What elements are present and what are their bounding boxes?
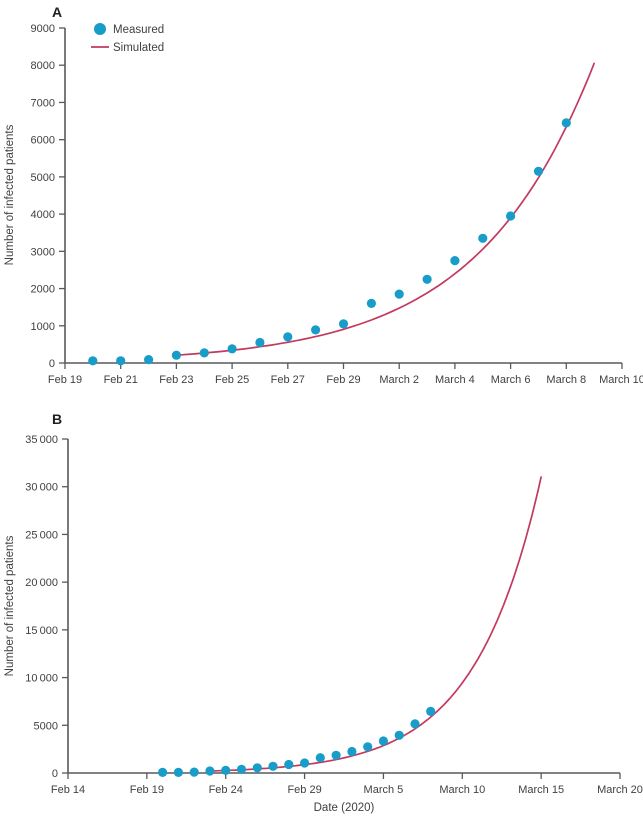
measured-point xyxy=(300,758,310,768)
measured-point xyxy=(478,233,488,243)
measured-point xyxy=(311,325,321,335)
y-tick-label: 7000 xyxy=(31,97,55,109)
y-tick-label: 8000 xyxy=(31,60,55,72)
y-axis-title-b: Number of infected patients xyxy=(4,535,16,676)
chart-panel-a: A 0 1000 2000 3000 4000 5000 6000 7000 8000 9000 F… xyxy=(4,4,643,386)
x-tick-label: Feb 25 xyxy=(215,374,249,386)
y-tick-label: 30 000 xyxy=(25,482,58,494)
measured-point xyxy=(331,750,341,760)
x-tick-label: Feb 29 xyxy=(326,374,360,386)
measured-point xyxy=(378,736,388,746)
measured-point xyxy=(268,761,278,771)
measured-point xyxy=(450,256,460,266)
y-tick-label: 0 xyxy=(49,358,55,370)
y-tick-label: 0 xyxy=(52,768,58,780)
x-tick-label: Feb 21 xyxy=(104,374,138,386)
measured-point xyxy=(173,767,183,777)
plot-area-a: 0 1000 2000 3000 4000 5000 6000 7000 8000 9000 Feb… xyxy=(31,23,643,386)
y-tick-label: 6000 xyxy=(31,135,55,147)
x-tick-label: Feb 24 xyxy=(209,784,243,796)
x-tick-label: Feb 29 xyxy=(287,784,321,796)
measured-point xyxy=(315,753,325,763)
measured-point xyxy=(347,746,357,757)
measured-point xyxy=(422,274,432,284)
y-tick-label: 5000 xyxy=(31,172,55,184)
simulated-curve xyxy=(209,476,542,772)
y-tick-label: 15 000 xyxy=(25,625,58,637)
panel-label-b: B xyxy=(52,411,62,427)
x-tick-label: March 6 xyxy=(491,374,531,386)
measured-point xyxy=(255,337,265,348)
plot-area-b: 0 5000 10 000 15 000 20 000 25 000 30 000 35 00… xyxy=(25,434,643,796)
measured-point xyxy=(283,332,293,342)
y-tick-label: 35 000 xyxy=(25,434,58,446)
measured-point xyxy=(189,767,199,777)
y-tick-label: 20 000 xyxy=(25,577,58,589)
y-tick-label: 1000 xyxy=(31,321,55,333)
measured-point xyxy=(426,706,436,716)
measured-point xyxy=(205,766,215,776)
y-tick-label: 4000 xyxy=(31,209,55,221)
measured-point xyxy=(88,356,98,366)
measured-point xyxy=(236,764,247,774)
measured-point xyxy=(199,348,209,358)
measured-point xyxy=(394,730,404,740)
legend-label: Measured xyxy=(113,24,164,36)
y-tick-label: 5000 xyxy=(34,720,58,732)
x-tick-label: March 8 xyxy=(546,374,586,386)
measured-point xyxy=(561,118,571,128)
panel-label-a: A xyxy=(52,4,62,20)
x-tick-label: March 20 xyxy=(597,784,643,796)
x-tick-label: Feb 19 xyxy=(130,784,164,796)
measured-point xyxy=(116,356,126,366)
x-tick-label: Feb 19 xyxy=(48,374,82,386)
measured-point xyxy=(363,742,373,752)
x-tick-label: Feb 27 xyxy=(271,374,305,386)
y-tick-label: 10 000 xyxy=(25,673,58,685)
x-tick-label: March 5 xyxy=(364,784,404,796)
measured-point xyxy=(221,765,231,775)
x-tick-label: Feb 14 xyxy=(51,784,85,796)
measured-point xyxy=(227,344,237,354)
measured-point xyxy=(338,319,349,329)
measured-point xyxy=(171,350,181,360)
x-tick-label: March 10 xyxy=(599,374,643,386)
legend-label: Simulated xyxy=(113,42,164,54)
measured-point xyxy=(410,719,420,729)
y-tick-label: 3000 xyxy=(31,246,55,258)
x-tick-label: March 10 xyxy=(439,784,485,796)
simulated-curve xyxy=(175,62,595,357)
measured-point xyxy=(533,166,544,176)
chart-panel-b: B 0 5000 10 000 15 000 20 000 25 000 30 000 35 … xyxy=(4,411,643,814)
legend-measured-marker xyxy=(94,23,106,35)
y-axis-title-a: Number of infected patients xyxy=(4,124,16,265)
y-tick-label: 2000 xyxy=(31,284,55,296)
measured-point xyxy=(284,759,294,770)
y-tick-label: 25 000 xyxy=(25,529,58,541)
x-tick-label: March 2 xyxy=(379,374,419,386)
measured-point xyxy=(252,763,262,773)
measured-point xyxy=(394,289,404,299)
x-tick-label: Feb 23 xyxy=(159,374,193,386)
measured-point xyxy=(366,298,376,308)
measured-point xyxy=(158,767,168,777)
y-tick-label: 9000 xyxy=(31,23,55,35)
x-tick-label: March 4 xyxy=(435,374,475,386)
measured-point xyxy=(144,355,154,365)
measured-point xyxy=(506,211,516,221)
x-axis-title-b: Date (2020) xyxy=(314,802,375,814)
x-tick-label: March 15 xyxy=(518,784,564,796)
